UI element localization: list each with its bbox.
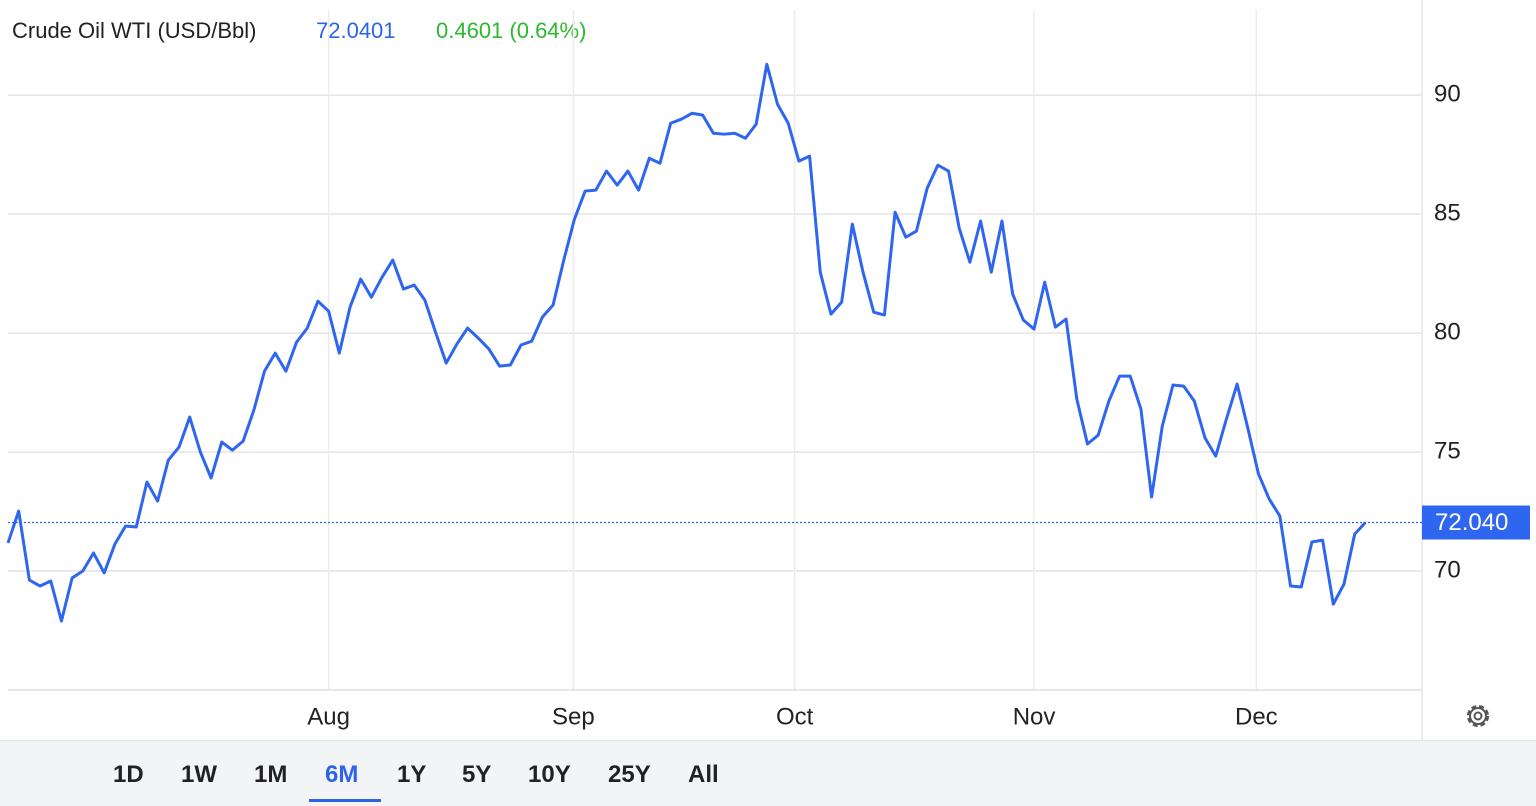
range-button[interactable]: 1M (254, 761, 288, 788)
range-toolbar: 1D 1W 1M 6M 1Y 5Y 10Y 25Y All (0, 740, 1536, 806)
settings-icon[interactable] (1466, 704, 1490, 728)
selected-indicator (309, 799, 381, 802)
last-price-box (1422, 505, 1530, 540)
range-button[interactable]: 5Y (462, 761, 492, 788)
chart-title: Crude Oil WTI (USD/Bbl) (12, 18, 256, 43)
chart: Crude Oil WTI (USD/Bbl) 72.0401 0.4601 (… (6, 0, 1530, 740)
price-line (6, 62, 1367, 623)
range-button[interactable]: 10Y (528, 761, 571, 788)
x-tick-label: Dec (1235, 703, 1278, 730)
y-tick-label: 70 (1434, 556, 1461, 583)
y-tick-label: 90 (1434, 81, 1461, 108)
x-tick-label: Sep (552, 703, 595, 730)
y-tick-label: 85 (1434, 199, 1461, 226)
y-tick-label: 75 (1434, 437, 1461, 464)
range-button[interactable]: 25Y (608, 761, 651, 788)
x-tick-label: Aug (307, 703, 350, 730)
x-tick-label: Oct (776, 703, 814, 730)
range-button[interactable]: 1D (113, 761, 144, 788)
x-tick-label: Nov (1013, 703, 1056, 730)
range-button[interactable]: 6M (325, 761, 359, 788)
last-price-label: 72.040 (1435, 509, 1508, 536)
range-button[interactable]: 1W (181, 761, 217, 788)
y-tick-label: 80 (1434, 318, 1461, 345)
change: 0.4601 (0.64%) (436, 18, 586, 43)
range-button[interactable]: 1Y (397, 761, 427, 788)
range-button[interactable]: All (688, 761, 719, 788)
